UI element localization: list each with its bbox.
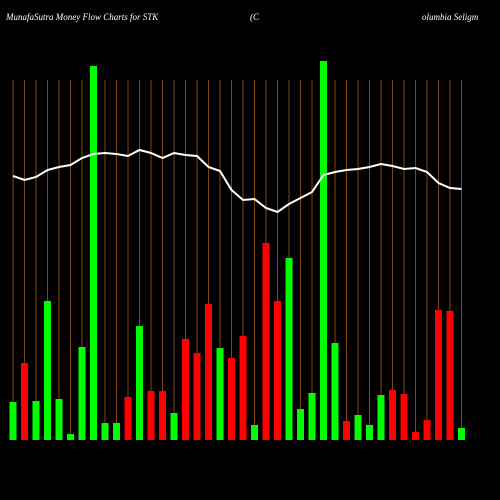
- bar: [44, 301, 51, 440]
- bar: [67, 434, 74, 440]
- chart-title: MunafaSutra Money Flow Charts for STK: [5, 12, 159, 22]
- bar: [159, 391, 166, 440]
- bar: [285, 258, 293, 440]
- bar: [320, 61, 327, 440]
- bar: [423, 420, 431, 440]
- bar: [354, 415, 362, 440]
- bar: [136, 326, 143, 440]
- bar: [228, 358, 235, 440]
- bar: [435, 310, 442, 440]
- bar: [182, 339, 189, 440]
- bar: [9, 402, 17, 440]
- bar: [90, 66, 97, 440]
- bar: [239, 336, 247, 440]
- bar: [446, 311, 454, 440]
- bar: [389, 390, 396, 440]
- bar: [331, 343, 339, 440]
- bar: [193, 353, 201, 440]
- bar: [262, 243, 270, 440]
- bar: [101, 423, 109, 440]
- money-flow-line: [12, 148, 462, 214]
- bar: [32, 401, 40, 440]
- company-part: olumbia Seligm: [422, 12, 479, 22]
- bar: [55, 399, 63, 440]
- bar: [458, 428, 465, 440]
- bar: [412, 432, 419, 440]
- bar: [251, 425, 258, 440]
- bar: [274, 301, 281, 440]
- company-part: (C: [250, 12, 260, 22]
- bar: [366, 425, 373, 440]
- bar: [124, 397, 132, 440]
- bar: [308, 393, 316, 440]
- bar: [147, 391, 155, 440]
- bar: [400, 394, 408, 440]
- bar: [78, 347, 86, 440]
- bar: [21, 363, 28, 440]
- bar: [205, 304, 212, 440]
- bar: [377, 395, 385, 440]
- bar: [170, 413, 178, 440]
- bar: [216, 348, 224, 440]
- bar: [113, 423, 120, 440]
- bar: [343, 421, 350, 440]
- bar: [297, 409, 304, 440]
